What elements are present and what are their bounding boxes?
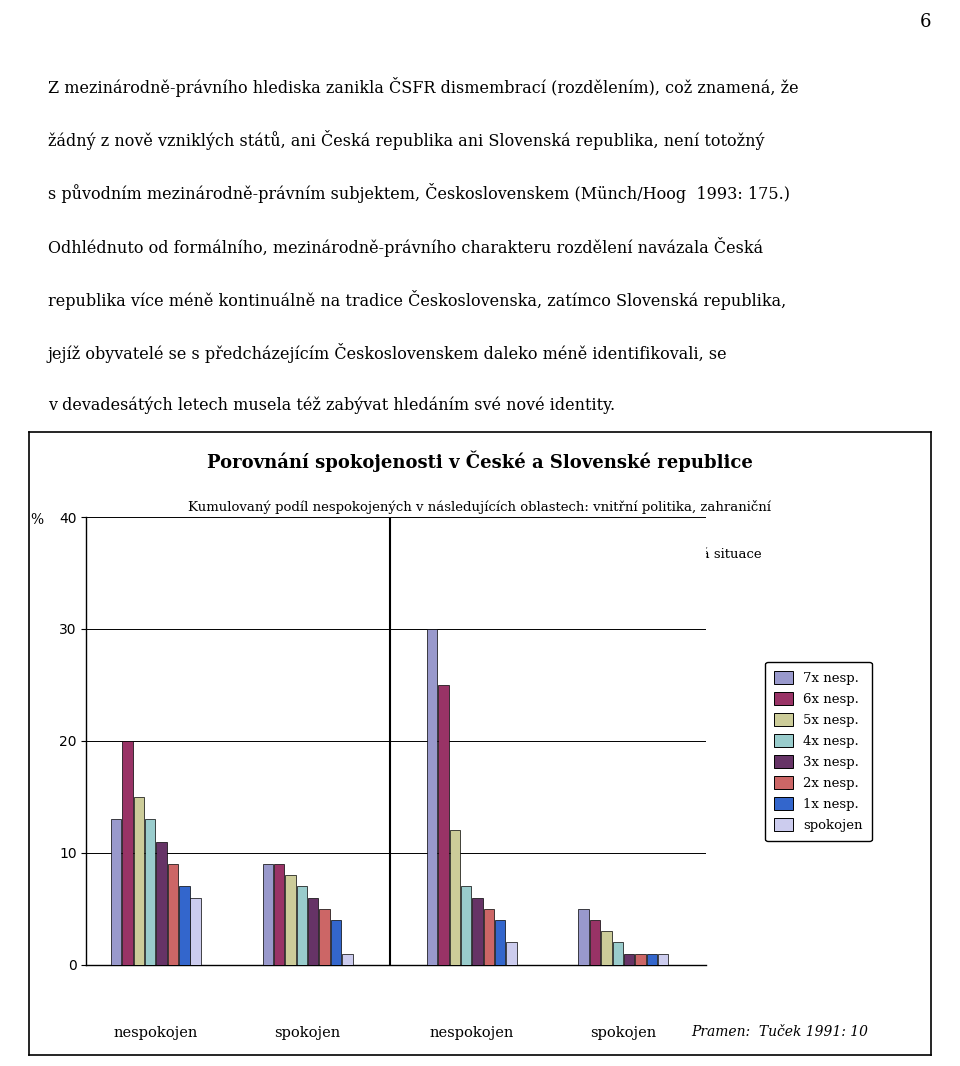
- Bar: [472, 898, 483, 965]
- Text: Slovenská republika: Slovenská republika: [493, 618, 683, 636]
- Bar: [484, 908, 494, 965]
- Bar: [647, 953, 658, 965]
- Text: 6: 6: [920, 13, 931, 31]
- Bar: [190, 898, 201, 965]
- Bar: [612, 942, 623, 965]
- Text: v devadesátých letech musela též zabývat hledáním své nové identity.: v devadesátých letech musela též zabývat…: [48, 397, 615, 414]
- Legend: 7x nesp., 6x nesp., 5x nesp., 4x nesp., 3x nesp., 2x nesp., 1x nesp., spokojen: 7x nesp., 6x nesp., 5x nesp., 4x nesp., …: [765, 662, 872, 841]
- Bar: [262, 863, 273, 965]
- Bar: [461, 887, 471, 965]
- Bar: [320, 908, 330, 965]
- Bar: [579, 908, 588, 965]
- Bar: [180, 887, 189, 965]
- Bar: [156, 842, 167, 965]
- Bar: [145, 819, 156, 965]
- Text: žádný z nově vzniklých států, ani Česká republika ani Slovenská republika, není : žádný z nově vzniklých států, ani Česká …: [48, 130, 764, 150]
- Bar: [601, 932, 612, 965]
- Bar: [658, 953, 668, 965]
- Text: Česká republika: Česká republika: [143, 618, 294, 639]
- Bar: [624, 953, 635, 965]
- Text: spokojen: spokojen: [590, 1027, 657, 1040]
- Bar: [438, 684, 448, 965]
- Bar: [308, 898, 319, 965]
- Bar: [122, 741, 132, 965]
- Bar: [168, 863, 179, 965]
- Text: (podzim 1990): (podzim 1990): [432, 594, 528, 607]
- Text: Kumulovaný podíl nespokojených v následujících oblastech: vnitřní politika, zah: Kumulovaný podíl nespokojených v násled…: [188, 500, 772, 514]
- Text: republika více méně kontinuálně na tradice Československa, zatímco Slovenská rep: republika více méně kontinuálně na tradi…: [48, 290, 786, 310]
- Bar: [427, 629, 437, 965]
- Text: Z mezinárodně-právního hlediska zanikla ČSFR dismembrací (rozdělením), což zname: Z mezinárodně-právního hlediska zanikla …: [48, 77, 799, 97]
- Bar: [274, 863, 284, 965]
- Bar: [285, 875, 296, 965]
- Text: Odhlédnuto od formálního, mezinárodně-právního charakteru rozdělení navázala Čes: Odhlédnuto od formálního, mezinárodně-pr…: [48, 237, 763, 257]
- Text: %: %: [31, 513, 44, 527]
- Text: nespokojen: nespokojen: [113, 1027, 198, 1040]
- Text: jejíž obyvatelé se s předcházejícím Československem daleko méně identifikovali, : jejíž obyvatelé se s předcházejícím Česk…: [48, 343, 728, 364]
- Text: s původním mezinárodně-právním subjektem, Československem (Münch/Hoog  1993: 175: s původním mezinárodně-právním subjektem…: [48, 183, 790, 204]
- Bar: [133, 797, 144, 965]
- Bar: [495, 920, 506, 965]
- Text: nespokojen: nespokojen: [430, 1027, 514, 1040]
- Text: Pramen:  Tuček 1991: 10: Pramen: Tuček 1991: 10: [691, 1024, 868, 1039]
- Bar: [589, 920, 600, 965]
- Bar: [342, 953, 352, 965]
- Bar: [331, 920, 341, 965]
- Text: spokojen: spokojen: [275, 1027, 341, 1040]
- Bar: [449, 830, 460, 965]
- Bar: [636, 953, 646, 965]
- Text: Porovnání spokojenosti v České a Slovenské republice: Porovnání spokojenosti v České a Slovens…: [207, 451, 753, 472]
- Bar: [110, 819, 121, 965]
- Bar: [297, 887, 307, 965]
- Bar: [506, 942, 516, 965]
- Text: politika, hospodářství, kultura, životní úrovně, sociální zabezpečení, celková s: politika, hospodářství, kultura, životní…: [199, 547, 761, 561]
